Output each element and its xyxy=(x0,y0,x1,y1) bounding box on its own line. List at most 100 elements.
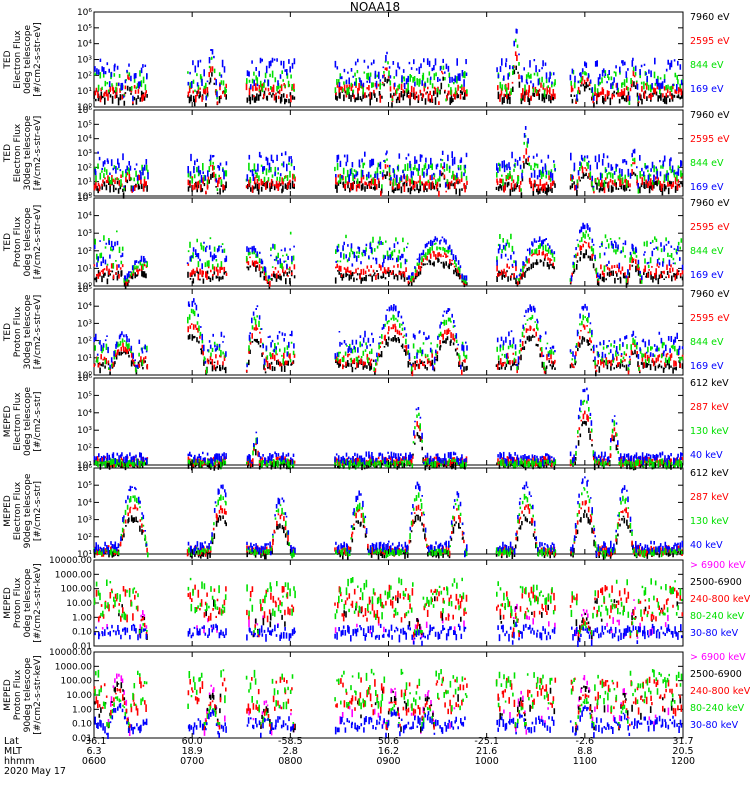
y-axis-label: TED xyxy=(3,144,13,163)
y-tick-label: 10.00 xyxy=(66,691,92,701)
series-1 xyxy=(118,596,679,641)
y-tick-label: 10⁶ xyxy=(77,464,92,474)
legend-entry: 7960 eV xyxy=(690,110,730,121)
x-tick-label: 16.2 xyxy=(378,746,399,757)
y-axis-label: [#/cm2-s-str] xyxy=(33,481,43,541)
data-marks xyxy=(93,387,684,471)
y-axis-label: [#/cm2-s-str-eV] xyxy=(33,205,43,280)
y-tick-label: 0.01 xyxy=(72,734,92,744)
y-tick-label: 10⁵ xyxy=(77,120,92,130)
y-axis-label: 0deg telescope xyxy=(23,25,33,95)
series-3 xyxy=(93,387,683,467)
series-3 xyxy=(94,668,683,729)
date-label: 2020 May 17 xyxy=(4,766,66,777)
legend-entry: 80-240 keV xyxy=(690,703,745,714)
x-row-label: Lat xyxy=(4,736,19,747)
y-tick-label: 10¹ xyxy=(77,550,92,560)
y-tick-label: 10² xyxy=(77,444,92,454)
data-marks xyxy=(93,222,684,289)
y-axis-label: 90deg telescope xyxy=(23,657,33,732)
y-axis-label: Proton Flux xyxy=(13,216,23,267)
x-tick-label: 50.6 xyxy=(378,736,399,747)
y-tick-label: 10⁶ xyxy=(77,106,92,116)
y-tick-label: 10¹ xyxy=(77,264,92,274)
legend-entry: 2595 eV xyxy=(690,36,730,47)
y-tick-label: 10000.00 xyxy=(49,556,92,566)
y-tick-label: 10⁰ xyxy=(77,192,92,202)
series-4 xyxy=(94,703,683,739)
panel-p8: 0.01 0.10 1.00 10.00 100.00 1000.00 10000.00 ME… xyxy=(3,648,750,744)
y-axis-label: 0deg telescope xyxy=(23,568,33,638)
y-tick-label: 10⁵ xyxy=(77,481,92,491)
y-axis-label: [#/cm2-s-str-keV] xyxy=(33,563,43,642)
y-tick-label: 10000.00 xyxy=(49,648,92,658)
y-tick-label: 10² xyxy=(77,337,92,347)
series-3 xyxy=(93,577,683,636)
series-3 xyxy=(93,222,684,282)
y-tick-label: 10¹ xyxy=(77,178,92,188)
legend-entry: 40 keV xyxy=(690,540,723,551)
y-axis-label: MEPED xyxy=(3,679,13,711)
panel-p4: 10⁰ 10¹ 10² 10³ 10⁴ 10⁵ TED Proton Flux 30deg te… xyxy=(3,285,730,381)
y-axis-label: [#/cm2-s-str-eV] xyxy=(33,295,43,370)
x-row-label: MLT xyxy=(4,746,22,757)
x-tick-label: 0900 xyxy=(376,756,400,767)
y-axis-label: [#/cm2-s-str] xyxy=(33,391,43,451)
y-axis-label: MEPED xyxy=(3,495,13,527)
legend-entry: 169 eV xyxy=(690,270,724,281)
legend-entry: 7960 eV xyxy=(690,198,730,209)
y-axis-label: Electron Flux xyxy=(13,392,23,451)
y-tick-label: 10.00 xyxy=(66,599,92,609)
x-tick-label: -36.1 xyxy=(82,736,107,747)
y-tick-label: 10³ xyxy=(77,426,92,436)
legend-entry: 2595 eV xyxy=(690,134,730,145)
y-axis-label: 30deg telescope xyxy=(23,115,33,190)
y-tick-label: 10⁵ xyxy=(77,194,92,204)
legend-entry: 169 eV xyxy=(690,361,724,372)
y-axis-label: TED xyxy=(3,323,13,342)
y-tick-label: 10³ xyxy=(77,516,92,526)
legend-entry: 287 keV xyxy=(690,402,729,413)
panel-p6: 10¹ 10² 10³ 10⁴ 10⁵ 10⁶ MEPED Electron Flux 90de… xyxy=(3,464,729,560)
y-tick-label: 10¹ xyxy=(77,461,92,471)
y-tick-label: 100.00 xyxy=(61,677,93,687)
x-tick-label: 1200 xyxy=(671,756,695,767)
y-tick-label: 10⁵ xyxy=(77,285,92,295)
x-tick-label: 2.8 xyxy=(283,746,298,757)
series-3 xyxy=(94,476,684,558)
panel-p2: 10⁰ 10¹ 10² 10³ 10⁴ 10⁵ 10⁶ TED Electron Flux 30d… xyxy=(3,106,730,202)
legend-entry: 7960 eV xyxy=(690,12,730,23)
y-axis-label: [#/cm2-s-str-eV] xyxy=(33,116,43,191)
x-tick-label: 6.3 xyxy=(86,746,101,757)
x-tick-label: 31.7 xyxy=(672,736,693,747)
y-tick-label: 10³ xyxy=(77,229,92,239)
x-tick-label: 8.8 xyxy=(577,746,592,757)
legend-entry: 844 eV xyxy=(690,337,724,348)
y-tick-label: 10⁴ xyxy=(77,302,92,312)
legend-entry: 2595 eV xyxy=(690,222,730,233)
panel-frame xyxy=(93,109,684,197)
y-tick-label: 10³ xyxy=(77,319,92,329)
y-tick-label: 1000.00 xyxy=(55,570,92,580)
x-tick-label: -25.1 xyxy=(474,736,499,747)
y-tick-label: 10⁴ xyxy=(77,40,92,50)
legend-entry: 30-80 keV xyxy=(690,720,739,731)
y-axis-label: 30deg telescope xyxy=(23,294,33,369)
panel-p3: 10⁰ 10¹ 10² 10³ 10⁴ 10⁵ TED Proton Flux 0deg tel… xyxy=(3,194,730,292)
x-axis-labels: LatMLThhmm-36.16.3060060.018.90700-58.52… xyxy=(4,736,695,777)
x-tick-label: 60.0 xyxy=(182,736,203,747)
y-tick-label: 1.00 xyxy=(72,613,92,623)
y-tick-label: 10³ xyxy=(77,149,92,159)
series-2 xyxy=(94,135,683,194)
y-tick-label: 10⁶ xyxy=(77,8,92,18)
y-tick-label: 10⁰ xyxy=(77,371,92,381)
y-axis-label: Proton Flux xyxy=(13,577,23,628)
y-axis-label: 0deg telescope xyxy=(23,387,33,457)
y-tick-label: 10⁴ xyxy=(77,409,92,419)
legend-entry: 130 keV xyxy=(690,426,729,437)
legend-entry: 287 keV xyxy=(690,492,729,503)
x-tick-label: -2.6 xyxy=(576,736,595,747)
legend-entry: 7960 eV xyxy=(690,289,730,300)
y-tick-label: 100.00 xyxy=(61,585,93,595)
